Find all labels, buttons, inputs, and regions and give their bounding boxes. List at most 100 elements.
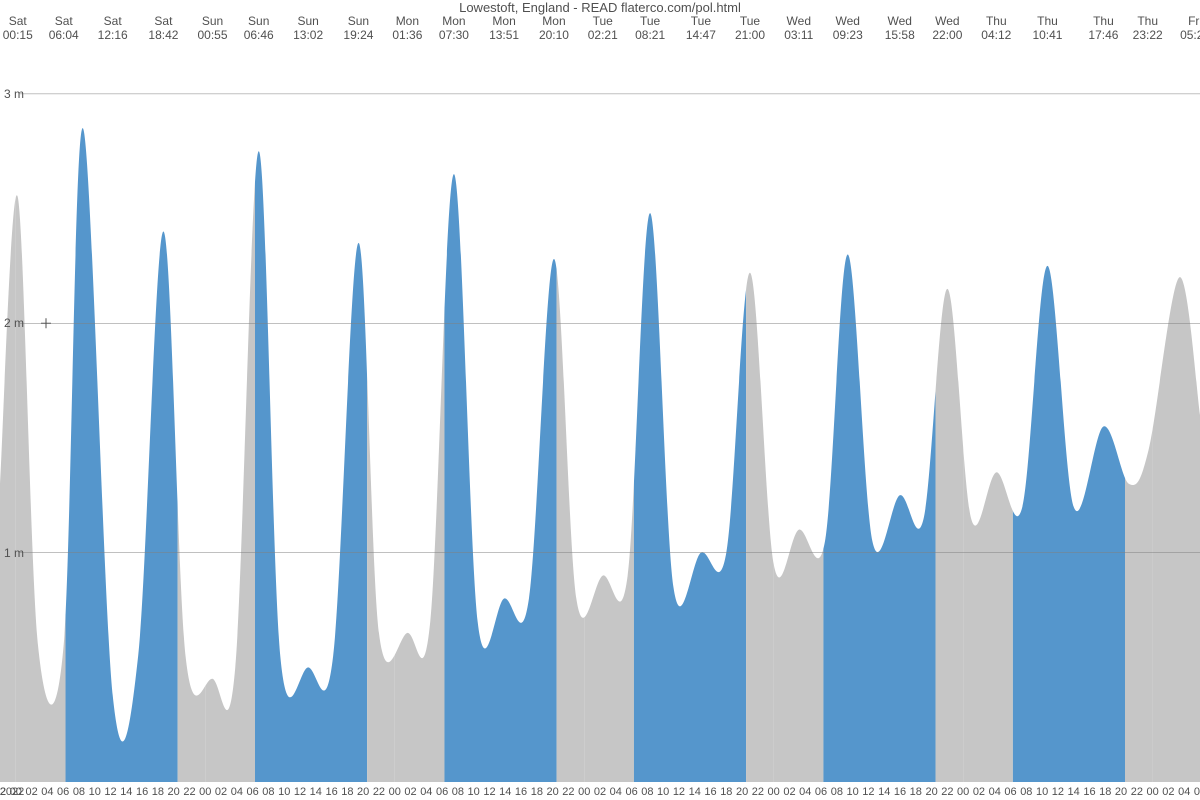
x-tick-label: 10 <box>278 786 290 798</box>
extreme-label: Thu17:46 <box>1088 14 1118 42</box>
x-tick-label: 00 <box>199 786 211 798</box>
x-tick-label: 22 <box>752 786 764 798</box>
x-tick-label: 02 <box>594 786 606 798</box>
x-tick-label: 08 <box>831 786 843 798</box>
x-tick-label: 14 <box>689 786 701 798</box>
x-tick-label: 08 <box>73 786 85 798</box>
x-tick-label: 06 <box>625 786 637 798</box>
x-tick-label: 04 <box>610 786 622 798</box>
x-tick-label: 22 <box>1131 786 1143 798</box>
extreme-label: Sat00:15 <box>3 14 33 42</box>
x-tick-label: 20 <box>547 786 559 798</box>
x-tick-label: 08 <box>641 786 653 798</box>
x-tick-label: 02 <box>783 786 795 798</box>
x-tick-label: 00 <box>578 786 590 798</box>
x-tick-label: 06 <box>436 786 448 798</box>
x-tick-label: 02 <box>1162 786 1174 798</box>
x-tick-label: 18 <box>531 786 543 798</box>
x-tick-label: 06 <box>1004 786 1016 798</box>
x-tick-label: 16 <box>325 786 337 798</box>
x-tick-label: 16 <box>894 786 906 798</box>
x-tick-label: 08 <box>262 786 274 798</box>
x-tick-label: 2022 <box>0 786 24 798</box>
chart-svg <box>0 0 1200 800</box>
extreme-label: Mon13:51 <box>489 14 519 42</box>
extreme-label: Sun06:46 <box>244 14 274 42</box>
x-tick-label: 20 <box>736 786 748 798</box>
extreme-label: Sun13:02 <box>293 14 323 42</box>
extreme-label: Wed22:00 <box>932 14 962 42</box>
x-tick-label: 18 <box>341 786 353 798</box>
x-tick-label: 00 <box>957 786 969 798</box>
x-tick-label: 22 <box>562 786 574 798</box>
x-tick-label: 14 <box>120 786 132 798</box>
extreme-label: Wed15:58 <box>885 14 915 42</box>
x-tick-label: 06 <box>247 786 259 798</box>
x-tick-label: 00 <box>1147 786 1159 798</box>
x-tick-label: 12 <box>104 786 116 798</box>
x-tick-label: 16 <box>1083 786 1095 798</box>
x-tick-label: 18 <box>1099 786 1111 798</box>
x-tick-label: 04 <box>231 786 243 798</box>
x-tick-label: 22 <box>373 786 385 798</box>
extreme-label: Sun00:55 <box>198 14 228 42</box>
extreme-label: Mon07:30 <box>439 14 469 42</box>
extreme-label: Wed09:23 <box>833 14 863 42</box>
x-tick-label: 14 <box>1068 786 1080 798</box>
x-tick-label: 20 <box>357 786 369 798</box>
extreme-label: Tue21:00 <box>735 14 765 42</box>
extreme-label: Tue08:21 <box>635 14 665 42</box>
x-tick-label: 20 <box>168 786 180 798</box>
x-tick-label: 12 <box>673 786 685 798</box>
x-tick-label: 22 <box>941 786 953 798</box>
x-tick-label: 00 <box>768 786 780 798</box>
x-tick-label: 18 <box>720 786 732 798</box>
y-tick-label: 3 m <box>4 87 24 101</box>
x-tick-label: 16 <box>704 786 716 798</box>
x-tick-label: 02 <box>973 786 985 798</box>
x-tick-label: 04 <box>799 786 811 798</box>
x-tick-label: 02 <box>404 786 416 798</box>
x-tick-label: 02 <box>25 786 37 798</box>
extreme-label: Wed03:11 <box>784 14 813 42</box>
x-tick-label: 10 <box>89 786 101 798</box>
x-tick-label: 12 <box>862 786 874 798</box>
extreme-label: Sun19:24 <box>343 14 373 42</box>
x-tick-label: 12 <box>483 786 495 798</box>
x-tick-label: 00 <box>389 786 401 798</box>
x-tick-label: 14 <box>878 786 890 798</box>
extreme-label: Thu10:41 <box>1032 14 1062 42</box>
x-tick-label: 10 <box>468 786 480 798</box>
x-tick-label: 04 <box>420 786 432 798</box>
x-tick-label: 06 <box>815 786 827 798</box>
x-tick-label: 04 <box>989 786 1001 798</box>
x-tick-label: 16 <box>515 786 527 798</box>
x-tick-label: 12 <box>1052 786 1064 798</box>
x-tick-label: 18 <box>152 786 164 798</box>
x-tick-label: 16 <box>136 786 148 798</box>
x-tick-label: 10 <box>847 786 859 798</box>
x-tick-label: 04 <box>41 786 53 798</box>
x-tick-label: 14 <box>499 786 511 798</box>
x-tick-label: 06 <box>57 786 69 798</box>
x-tick-label: 02 <box>215 786 227 798</box>
extreme-label: Thu23:22 <box>1133 14 1163 42</box>
x-tick-label: 08 <box>452 786 464 798</box>
tide-chart: Lowestoft, England - READ flaterco.com/p… <box>0 0 1200 800</box>
extreme-label: Tue14:47 <box>686 14 716 42</box>
extreme-label: Fri05:23 <box>1180 14 1200 42</box>
extreme-label: Sat12:16 <box>98 14 128 42</box>
x-tick-label: 06 <box>1194 786 1200 798</box>
extreme-label: Sat18:42 <box>148 14 178 42</box>
extreme-label: Mon20:10 <box>539 14 569 42</box>
extreme-label: Sat06:04 <box>49 14 79 42</box>
x-tick-label: 10 <box>1036 786 1048 798</box>
x-tick-label: 08 <box>1020 786 1032 798</box>
x-tick-label: 10 <box>657 786 669 798</box>
x-tick-label: 20 <box>925 786 937 798</box>
extreme-label: Tue02:21 <box>588 14 618 42</box>
x-tick-label: 18 <box>910 786 922 798</box>
y-tick-label: 2 m <box>4 316 24 330</box>
extreme-label: Thu04:12 <box>981 14 1011 42</box>
chart-title: Lowestoft, England - READ flaterco.com/p… <box>0 0 1200 15</box>
